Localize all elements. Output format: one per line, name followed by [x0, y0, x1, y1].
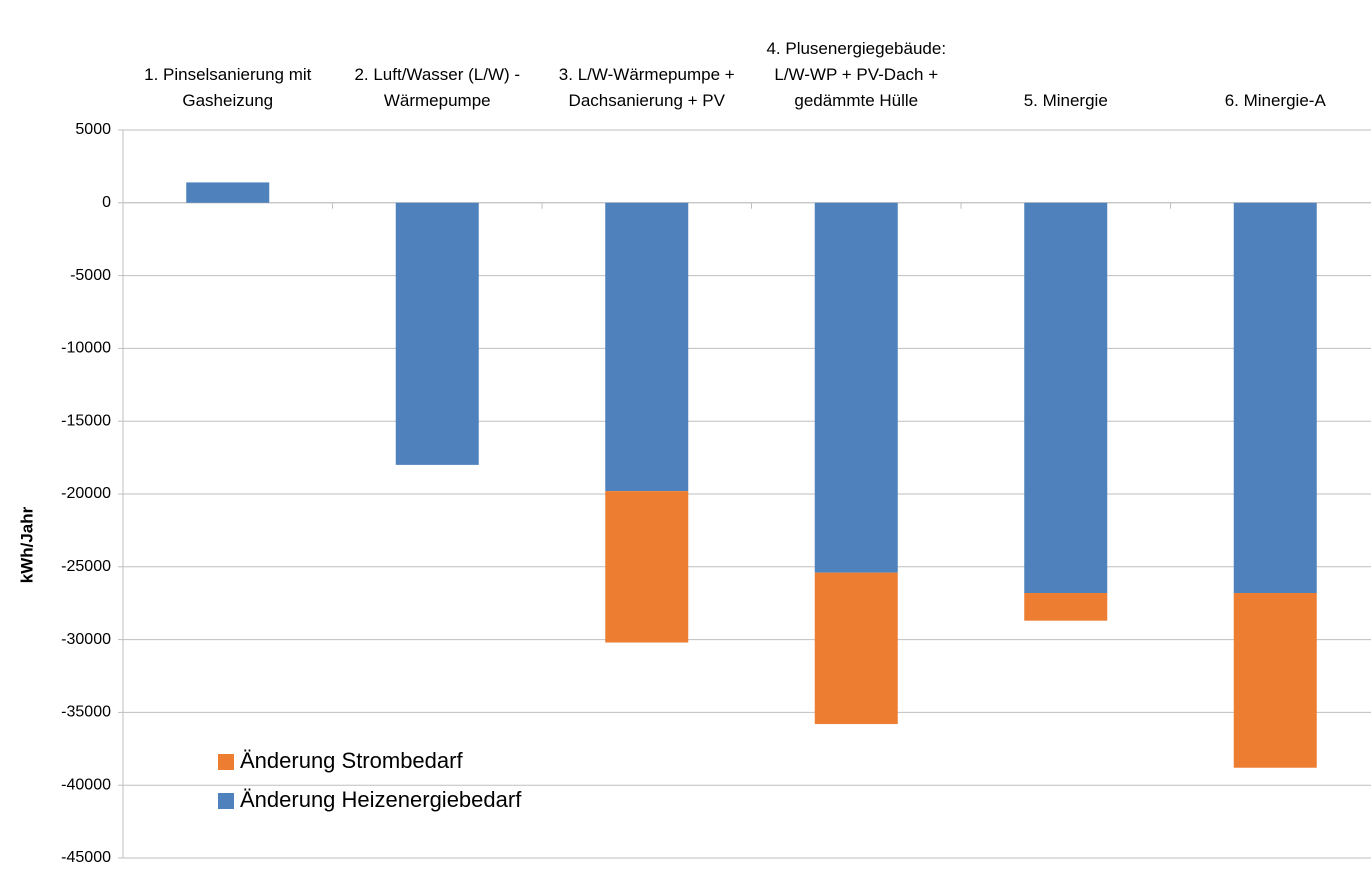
bar-segment	[605, 491, 689, 643]
y-tick-label: -5000	[70, 267, 111, 284]
bar-segment	[395, 202, 479, 465]
legend-label: Änderung Heizenergiebedarf	[240, 787, 522, 812]
bar-segment	[1233, 202, 1317, 594]
y-tick-label: -20000	[61, 485, 111, 502]
legend-swatch	[218, 793, 234, 809]
y-tick-label: -15000	[61, 412, 111, 429]
bar-segment	[1233, 593, 1317, 768]
y-tick-label: -45000	[61, 849, 111, 866]
bar-segment	[186, 182, 270, 203]
y-tick-label: -35000	[61, 704, 111, 721]
y-tick-label: -25000	[61, 558, 111, 575]
y-tick-label: -40000	[61, 776, 111, 793]
y-axis-label: kWh/Jahr	[17, 506, 36, 583]
y-tick-label: -10000	[61, 340, 111, 357]
category-label: 1. Pinselsanierung mit Gasheizung	[144, 65, 312, 110]
category-label: 3. L/W-Wärmepumpe + Dachsanierung + PV	[558, 65, 735, 110]
category-label: 2. Luft/Wasser (L/W) - Wärmepumpe	[354, 65, 521, 110]
category-label: 6. Minergie-A	[1224, 91, 1326, 110]
y-tick-label: -30000	[61, 631, 111, 648]
y-tick-label: 0	[102, 194, 111, 211]
bar-segment	[814, 202, 898, 573]
bar-segment	[1024, 202, 1108, 594]
bar-segment	[814, 572, 898, 725]
legend-label: Änderung Strombedarf	[240, 748, 463, 773]
y-tick-label: 5000	[75, 121, 111, 138]
legend-swatch	[218, 754, 234, 770]
bar-segment	[605, 202, 689, 492]
category-label: 4. Plusenergiegebäude: L/W-WP + PV-Dach …	[766, 39, 947, 110]
category-label: 5. Minergie	[1023, 91, 1108, 110]
bar-segment	[1024, 593, 1108, 621]
